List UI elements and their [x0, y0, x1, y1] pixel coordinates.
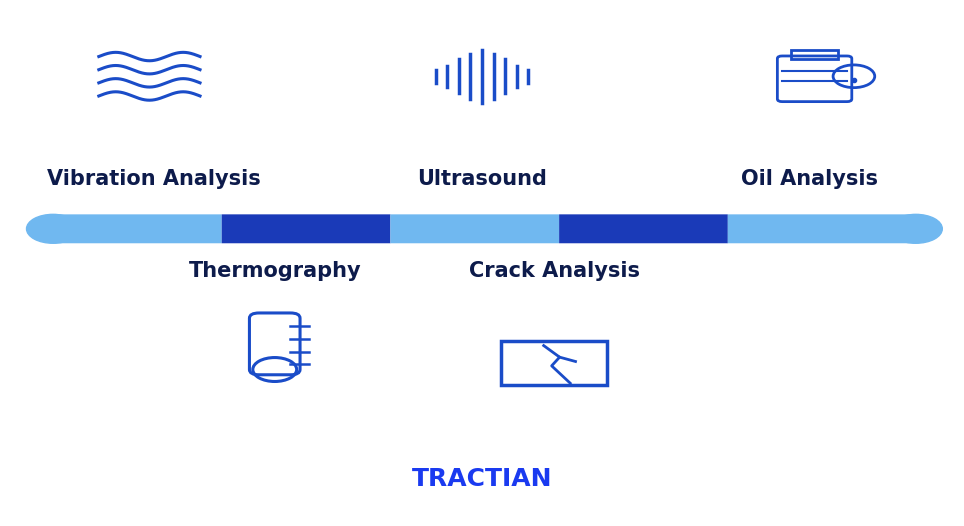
Text: Oil Analysis: Oil Analysis — [741, 169, 878, 189]
FancyBboxPatch shape — [222, 215, 390, 243]
FancyBboxPatch shape — [53, 215, 222, 243]
FancyBboxPatch shape — [390, 215, 559, 243]
Bar — [501, 341, 607, 385]
Circle shape — [27, 215, 79, 243]
Text: Crack Analysis: Crack Analysis — [469, 261, 640, 281]
Text: Vibration Analysis: Vibration Analysis — [47, 169, 261, 189]
Text: Ultrasound: Ultrasound — [417, 169, 547, 189]
FancyBboxPatch shape — [559, 215, 728, 243]
Text: TRACTIAN: TRACTIAN — [412, 467, 552, 491]
Circle shape — [889, 215, 942, 243]
Text: Thermography: Thermography — [188, 261, 362, 281]
FancyBboxPatch shape — [728, 215, 916, 243]
